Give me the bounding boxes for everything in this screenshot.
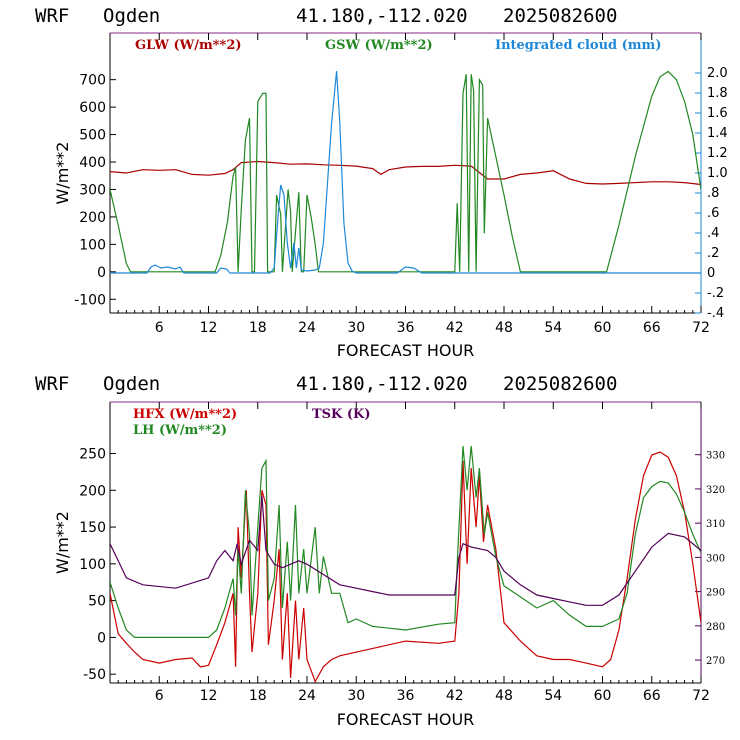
x-tick-label: 24 — [298, 320, 316, 336]
x-tick-label: 30 — [347, 688, 365, 704]
y2-tick-label: .8 — [707, 186, 719, 201]
series-line-2-2 — [110, 446, 701, 639]
y-axis-label: W/m**2 — [53, 142, 72, 205]
legend-entry: TSK (K) — [312, 407, 371, 422]
legend-entry: GSW (W/m**2) — [325, 38, 433, 53]
x-tick-label: 72 — [692, 320, 710, 336]
y2-tick-label: .2 — [707, 246, 719, 261]
x-tick-label: 54 — [544, 320, 562, 336]
y2-tick-label: -.4 — [707, 306, 724, 321]
legend-entry: HFX (W/m**2) — [133, 407, 237, 422]
y2-tick-label: 1.6 — [707, 106, 728, 121]
series-line-2-3 — [110, 495, 701, 606]
y2-tick-label: 300 — [706, 553, 725, 564]
y-tick-label: 100 — [79, 237, 106, 253]
x-tick-label: 42 — [446, 320, 464, 336]
y-tick-label: -50 — [83, 667, 106, 683]
x-tick-label: 54 — [544, 688, 562, 704]
y-tick-label: 600 — [79, 100, 106, 116]
y2-tick-label: .4 — [707, 226, 719, 241]
x-tick-label: 72 — [692, 688, 710, 704]
y-tick-label: 250 — [79, 446, 106, 462]
y-tick-label: 700 — [79, 73, 106, 89]
series-line-1-3 — [110, 70, 701, 274]
y-tick-label: 50 — [88, 594, 106, 610]
y2-tick-label: 310 — [706, 519, 725, 530]
header-model: WRF — [35, 5, 69, 27]
y-tick-label: 500 — [79, 128, 106, 144]
x-tick-label: 36 — [397, 320, 415, 336]
x-tick-label: 48 — [495, 320, 513, 336]
y2-tick-label: .6 — [707, 206, 719, 221]
legend-entry: Integrated cloud (mm) — [495, 38, 661, 53]
y2-tick-label: 1.0 — [707, 166, 728, 181]
y-axis-label: W/m**2 — [53, 511, 72, 574]
x-tick-label: 12 — [200, 688, 218, 704]
header-coords: 41.180,-112.020 — [296, 5, 468, 27]
y2-tick-label: 2.0 — [707, 66, 728, 81]
y-tick-label: 0 — [97, 630, 106, 646]
x-tick-label: 60 — [594, 688, 612, 704]
y-tick-label: 150 — [79, 520, 106, 536]
x-tick-label: 6 — [155, 688, 164, 704]
y-tick-label: 0 — [97, 265, 106, 281]
y-tick-label: 200 — [79, 210, 106, 226]
y-tick-label: 200 — [79, 483, 106, 499]
y2-tick-label: 0 — [707, 266, 715, 281]
chart-panel-1: WRF Ogden 41.180,-112.020 2025082600 6 12 18 24… — [35, 5, 728, 360]
y2-tick-label: 290 — [706, 588, 725, 599]
y2-tick-label: 1.4 — [707, 126, 728, 141]
x-tick-label: 48 — [495, 688, 513, 704]
x-tick-label: 60 — [594, 320, 612, 336]
x-tick-label: 36 — [397, 688, 415, 704]
header-run: 2025082600 — [503, 5, 617, 27]
series-line-2-1 — [110, 451, 701, 683]
y2-tick-label: 330 — [706, 451, 725, 462]
y2-tick-label: 280 — [706, 622, 725, 633]
x-tick-label: 66 — [643, 320, 661, 336]
x-tick-label: 18 — [249, 320, 267, 336]
y-tick-label: -100 — [74, 292, 106, 308]
y2-tick-label: 1.8 — [707, 86, 728, 101]
x-axis-label: FORECAST HOUR — [337, 341, 475, 360]
x-tick-label: 42 — [446, 688, 464, 704]
y-tick-label: 100 — [79, 557, 106, 573]
header-run: 2025082600 — [503, 373, 617, 395]
header-coords: 41.180,-112.020 — [296, 373, 468, 395]
x-tick-label: 6 — [155, 320, 164, 336]
legend-entry: GLW (W/m**2) — [135, 38, 242, 53]
header-station: Ogden — [103, 5, 160, 27]
series-line-1-2 — [110, 70, 701, 273]
x-tick-label: 66 — [643, 688, 661, 704]
y-tick-label: 400 — [79, 155, 106, 171]
legend-entry: LH (W/m**2) — [133, 423, 227, 438]
y2-tick-label: -.2 — [707, 286, 724, 301]
y-tick-label: 300 — [79, 182, 106, 198]
x-tick-label: 24 — [298, 688, 316, 704]
x-tick-label: 30 — [347, 320, 365, 336]
header-model: WRF — [35, 373, 69, 395]
series-line-1-1 — [110, 160, 701, 186]
x-tick-label: 18 — [249, 688, 267, 704]
y2-tick-label: 270 — [706, 656, 725, 667]
y2-tick-label: 320 — [706, 485, 725, 496]
y2-tick-label: 1.2 — [707, 146, 728, 161]
x-tick-label: 12 — [200, 320, 218, 336]
chart-panel-2: WRF Ogden 41.180,-112.020 2025082600 6 12 18 24… — [35, 373, 725, 729]
x-axis-label: FORECAST HOUR — [337, 710, 475, 729]
header-station: Ogden — [103, 373, 160, 395]
